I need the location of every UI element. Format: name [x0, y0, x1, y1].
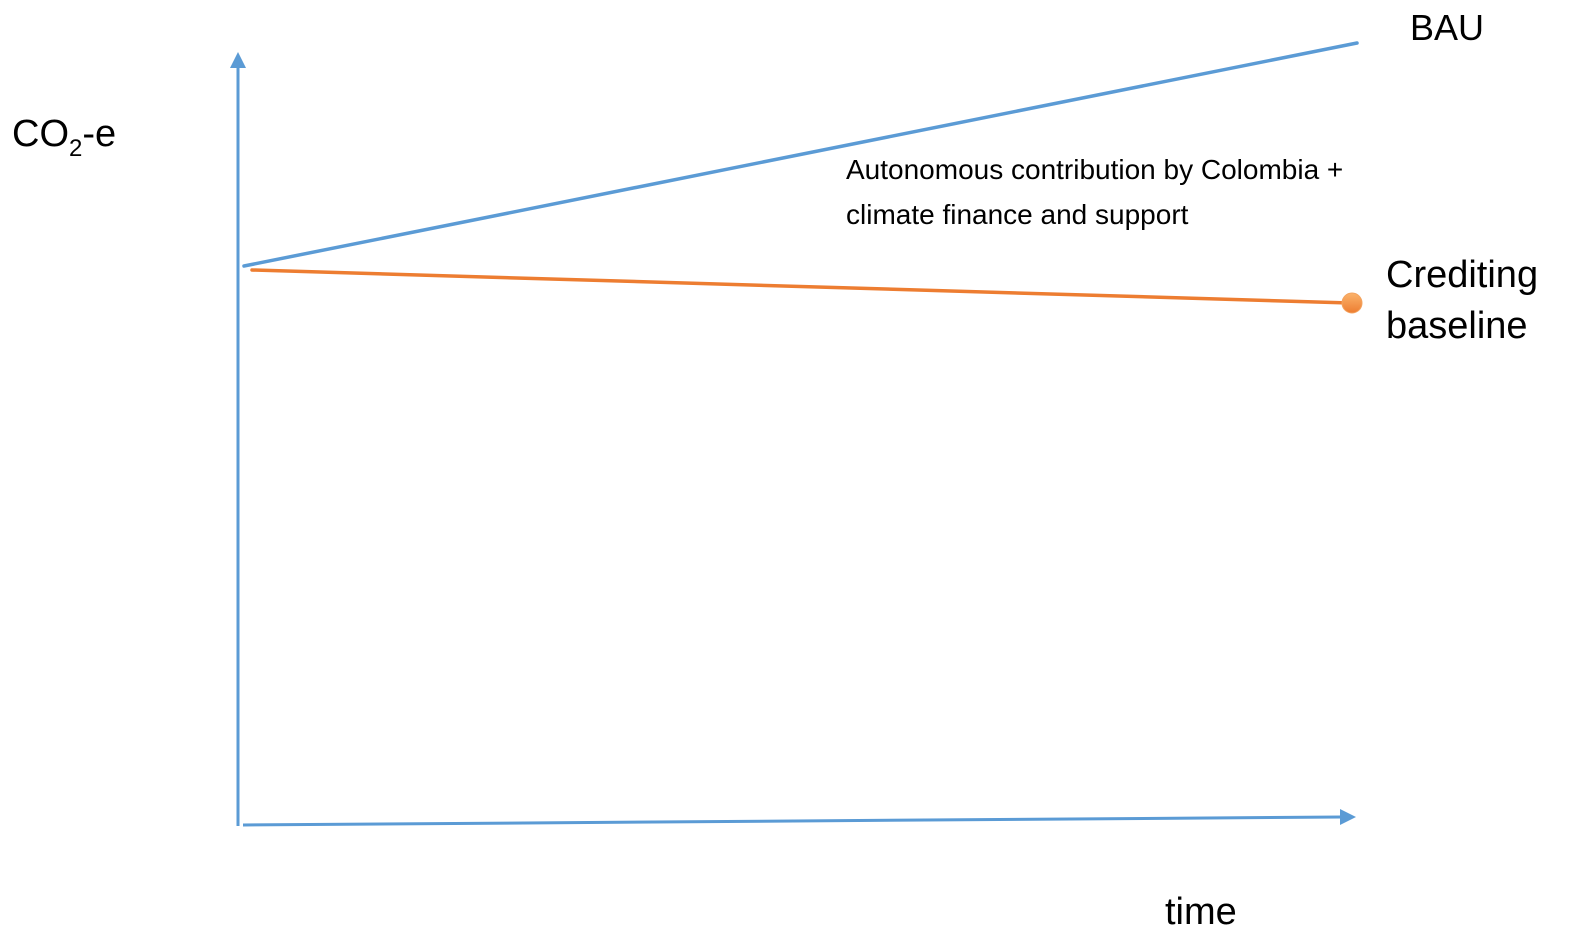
- crediting-baseline-label-line2: baseline: [1386, 305, 1528, 348]
- x-axis-line: [242, 815, 1343, 827]
- crediting-baseline-label: Crediting baseline: [1386, 250, 1576, 353]
- bau-label: BAU: [1410, 7, 1485, 48]
- x-axis-label: time: [1165, 891, 1237, 933]
- gap-annotation-line1: Autonomous contribution by Colombia +: [846, 154, 1344, 185]
- y-axis-label-main: CO: [12, 113, 69, 155]
- gap-annotation: Autonomous contribution by Colombia + cl…: [846, 148, 1486, 238]
- y-axis-label-suffix: -e: [82, 113, 117, 155]
- bau-line: [242, 41, 1359, 268]
- gap-annotation-line2: climate finance and support: [846, 198, 1189, 230]
- crediting-baseline-label-line1: Crediting: [1386, 254, 1539, 296]
- crediting-baseline-endpoint-marker: [1341, 292, 1363, 314]
- y-axis-label: CO2-e: [12, 112, 117, 162]
- y-axis-label-subscript: 2: [69, 135, 83, 162]
- x-axis-arrowhead: [1340, 809, 1356, 825]
- crediting-baseline-line: [250, 268, 1352, 305]
- y-axis-arrowhead: [230, 52, 246, 68]
